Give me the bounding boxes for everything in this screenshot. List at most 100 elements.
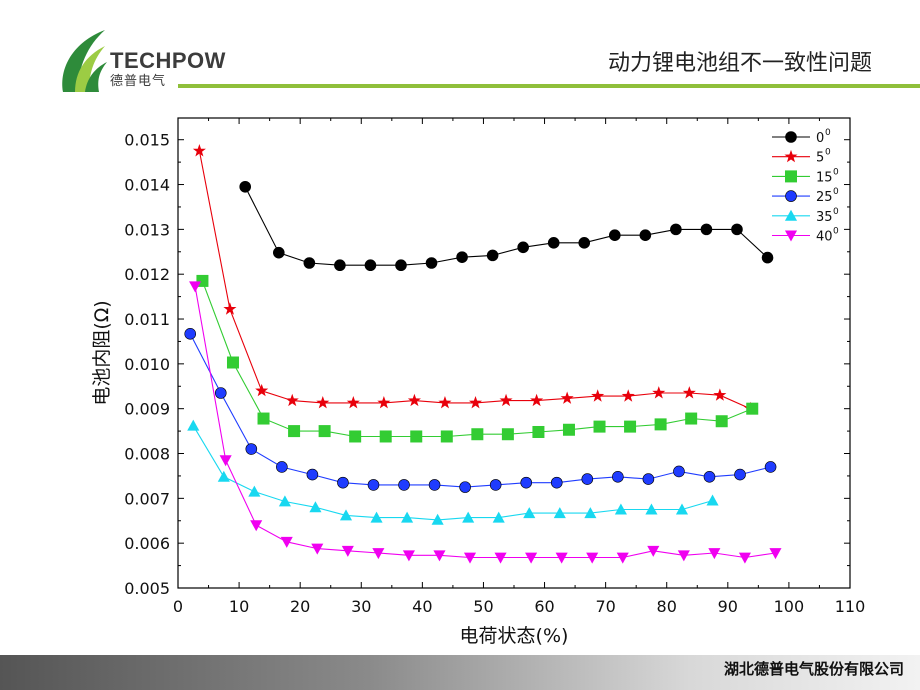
- x-tick-label: 100: [774, 597, 805, 616]
- series-line: [201, 280, 753, 438]
- x-tick-label: 110: [835, 597, 866, 616]
- data-point: [746, 402, 759, 415]
- data-point: [398, 479, 410, 491]
- data-point: [278, 495, 291, 507]
- legend-marker: [785, 131, 797, 143]
- data-point: [591, 389, 605, 402]
- series-15: [196, 274, 759, 443]
- data-point: [459, 481, 471, 493]
- y-tick-label: 0.014: [124, 176, 170, 195]
- footer-bar: [0, 655, 920, 690]
- logo-leaf-icon: [62, 30, 105, 92]
- data-point: [616, 552, 629, 564]
- data-point: [255, 383, 269, 397]
- y-tick-label: 0.011: [124, 310, 170, 329]
- data-point: [492, 511, 505, 523]
- series-layer: [184, 144, 782, 564]
- data-point: [584, 507, 597, 519]
- data-point: [339, 509, 353, 521]
- data-point: [410, 430, 423, 443]
- data-point: [214, 387, 227, 399]
- data-point: [364, 259, 377, 272]
- data-point: [562, 423, 575, 436]
- data-point: [713, 388, 727, 401]
- legend-label: 15: [816, 170, 833, 185]
- data-point: [530, 393, 544, 407]
- data-point: [581, 473, 594, 485]
- data-point: [219, 455, 232, 467]
- data-point: [532, 425, 545, 438]
- data-point: [250, 520, 263, 532]
- legend-label: 35: [816, 210, 833, 225]
- data-point: [639, 229, 652, 241]
- data-point: [614, 503, 627, 515]
- legend-item: 35 0: [772, 207, 839, 225]
- legend: 0 05 015 025 035 040 0: [772, 128, 839, 245]
- data-point: [462, 511, 475, 523]
- data-point: [517, 241, 529, 254]
- x-tick-label: 70: [595, 597, 615, 616]
- y-tick-label: 0.015: [124, 131, 170, 150]
- data-point: [586, 552, 599, 564]
- data-point: [654, 418, 667, 431]
- data-point: [738, 552, 751, 564]
- data-point: [708, 548, 721, 560]
- data-point: [624, 420, 637, 433]
- data-point: [402, 550, 415, 562]
- data-point: [245, 443, 258, 455]
- data-point: [578, 237, 591, 249]
- y-tick-label: 0.010: [124, 355, 170, 374]
- data-point: [769, 548, 782, 560]
- x-tick-label: 0: [173, 597, 183, 616]
- data-point: [456, 251, 468, 263]
- data-point: [677, 550, 690, 562]
- techpow-logo: [62, 30, 107, 92]
- data-point: [377, 395, 391, 409]
- data-point: [280, 536, 293, 548]
- data-point: [494, 552, 507, 564]
- data-point: [309, 501, 322, 513]
- series-line: [194, 286, 776, 559]
- data-point: [431, 513, 444, 525]
- x-tick-label: 50: [473, 597, 493, 616]
- y-tick-label: 0.013: [124, 220, 170, 239]
- series-line: [198, 150, 751, 410]
- legend-item: 25 0: [772, 187, 839, 205]
- data-point: [560, 391, 574, 404]
- data-point: [318, 425, 331, 438]
- series-35: [187, 419, 719, 525]
- data-point: [499, 393, 513, 407]
- data-point: [706, 494, 719, 506]
- series-25: [184, 328, 777, 493]
- data-point: [223, 302, 237, 315]
- legend-marker: [785, 170, 797, 183]
- legend-superscript: 0: [833, 187, 839, 197]
- legend-item: 40 0: [772, 227, 839, 245]
- data-point: [425, 257, 438, 269]
- x-tick-label: 90: [718, 597, 738, 616]
- y-tick-label: 0.006: [124, 534, 170, 553]
- data-point: [303, 257, 316, 269]
- series-5: [192, 144, 757, 415]
- data-point: [217, 470, 230, 482]
- data-point: [761, 251, 774, 264]
- legend-marker: [784, 149, 798, 163]
- slide-title: 动力锂电池组不一致性问题: [607, 51, 872, 76]
- data-point: [337, 476, 349, 489]
- x-tick-label: 60: [534, 597, 554, 616]
- data-point: [334, 259, 346, 272]
- data-point: [428, 479, 441, 491]
- data-point: [349, 430, 362, 443]
- legend-label: 0: [816, 131, 824, 146]
- data-point: [553, 507, 566, 519]
- data-point: [276, 461, 288, 473]
- legend-superscript: 0: [833, 227, 839, 237]
- data-point: [734, 468, 746, 481]
- data-point: [715, 415, 728, 428]
- data-point: [395, 259, 407, 272]
- x-tick-label: 80: [657, 597, 677, 616]
- data-point: [675, 503, 689, 515]
- logo-leaf-icon: [85, 62, 107, 92]
- x-tick-label: 40: [412, 597, 432, 616]
